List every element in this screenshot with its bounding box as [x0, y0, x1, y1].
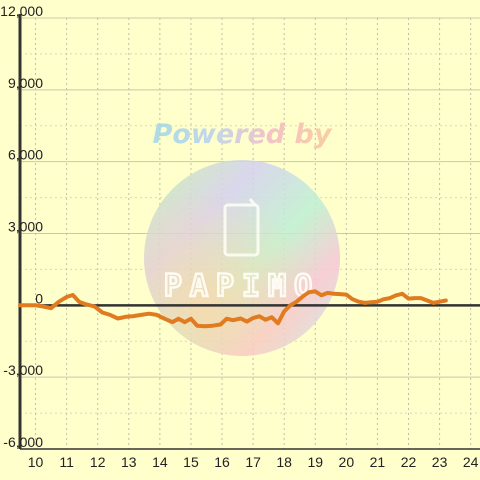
data-point: [319, 293, 324, 297]
data-point: [108, 313, 112, 317]
data-point: [332, 292, 336, 296]
data-point: [77, 300, 81, 304]
data-point: [245, 320, 249, 324]
data-point: [195, 324, 199, 328]
data-point: [18, 303, 22, 307]
data-point: [189, 317, 193, 321]
data-point: [400, 292, 404, 296]
data-point: [344, 293, 348, 297]
data-point: [338, 292, 342, 296]
data-point: [295, 300, 299, 304]
x-tick-label: 17: [245, 454, 261, 470]
data-point: [100, 310, 104, 315]
data-point: [307, 290, 311, 294]
data-point: [218, 322, 223, 327]
data-point: [41, 304, 45, 309]
data-point: [276, 321, 280, 325]
x-tick-label: 12: [90, 454, 106, 470]
data-point: [124, 315, 128, 319]
series-layer: [18, 289, 448, 329]
data-point: [170, 320, 174, 324]
data-point: [413, 296, 417, 300]
data-point: [288, 303, 292, 307]
data-point: [444, 298, 448, 303]
y-tick-label: -3,000: [3, 362, 43, 378]
x-tick-label: 14: [152, 454, 168, 470]
x-tick-label: 21: [370, 454, 386, 470]
data-point: [225, 317, 229, 321]
watermark-powered-text: Powered by: [153, 119, 333, 150]
x-tick-label: 16: [214, 454, 230, 470]
data-point: [257, 314, 261, 318]
data-point: [71, 293, 75, 297]
data-point: [65, 295, 69, 299]
x-tick-label: 20: [339, 454, 355, 470]
y-tick-label: 6,000: [8, 147, 43, 163]
data-point: [239, 316, 243, 321]
x-tick-label: 11: [59, 454, 74, 470]
data-point: [282, 309, 286, 313]
data-point: [155, 313, 159, 317]
data-point: [351, 297, 355, 301]
data-point: [139, 313, 143, 317]
data-point: [183, 320, 187, 324]
data-point: [162, 317, 167, 321]
data-point: [431, 301, 435, 305]
data-point: [438, 300, 442, 304]
watermark-circle-overlay: [144, 160, 340, 356]
x-tick-label: 15: [183, 454, 199, 470]
data-point: [116, 316, 120, 321]
data-point: [147, 312, 151, 316]
data-point: [231, 318, 235, 322]
x-tick-label: 18: [276, 454, 292, 470]
data-point: [406, 297, 411, 301]
y-tick-label: 3,000: [8, 219, 43, 235]
watermark-logo-text: PAPIMO: [164, 269, 320, 304]
data-point: [57, 300, 61, 304]
data-point: [176, 317, 181, 321]
data-point: [394, 293, 398, 297]
x-tick-label: 13: [121, 454, 137, 470]
watermark-phone-icon: [223, 198, 260, 257]
data-point: [49, 306, 53, 310]
y-tick-label: 9,000: [8, 75, 43, 91]
data-point: [263, 318, 268, 322]
x-tick-label: 19: [307, 454, 323, 470]
data-point: [251, 316, 255, 320]
data-point: [83, 302, 87, 306]
data-point: [363, 301, 367, 305]
data-point: [326, 291, 330, 295]
data-point: [313, 289, 317, 293]
x-tick-label: 10: [28, 454, 44, 470]
y-tick-label: 0: [35, 290, 43, 306]
y-axis: 12,000 9,000 6,000 3,000 0 -3,000 -6,000: [0, 3, 43, 450]
data-point: [425, 298, 429, 303]
data-point: [419, 296, 423, 300]
data-point: [93, 304, 97, 309]
x-tick-label: 24: [463, 454, 479, 470]
data-point: [33, 303, 38, 307]
data-point: [369, 300, 373, 304]
y-tick-label: 12,000: [0, 3, 43, 19]
x-tick-label: 22: [401, 454, 417, 470]
data-point: [211, 324, 215, 328]
data-point: [382, 297, 386, 301]
data-point: [131, 314, 135, 318]
data-point: [301, 294, 305, 299]
y-tick-label: -6,000: [3, 434, 43, 450]
data-point: [270, 315, 274, 319]
data-point: [203, 324, 207, 328]
x-tick-label: 23: [432, 454, 448, 470]
data-point: [375, 300, 379, 304]
data-point: [357, 300, 361, 304]
x-axis: 10 11 12 13 14 15 16 17 18 19 20 21 22 23 24: [20, 448, 480, 470]
data-point: [388, 296, 392, 300]
